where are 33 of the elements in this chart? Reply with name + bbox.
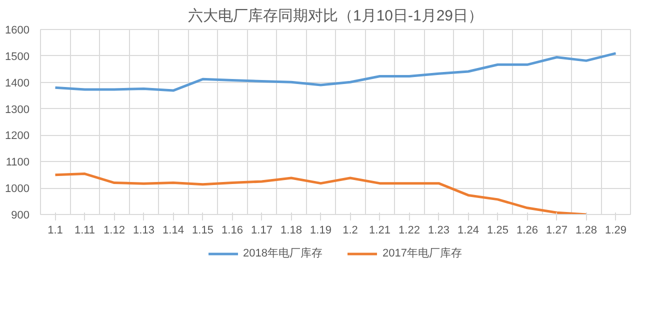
x-tick-label: 1.24	[458, 224, 479, 236]
line-series	[54, 52, 617, 92]
x-tick-label: 1.13	[133, 224, 154, 236]
x-tick-label: 1.28	[576, 224, 597, 236]
legend-label: 2017年电厂库存	[382, 246, 462, 260]
y-tick-label: 1200	[5, 130, 30, 142]
x-tick-label: 1.12	[104, 224, 125, 236]
y-tick-label: 1600	[5, 24, 30, 36]
y-tick-label: 1500	[5, 50, 30, 63]
line-series	[54, 172, 588, 214]
x-tick-label: 1.14	[162, 224, 184, 236]
x-tick-label: 1.26	[516, 224, 538, 236]
x-tick-label: 1.15	[192, 224, 214, 236]
chart-title: 六大电厂库存同期对比（1月10日-1月29日）	[188, 8, 484, 24]
x-tick-label: 1.23	[428, 224, 450, 236]
y-tick-label: 1300	[5, 104, 30, 116]
x-tick-label: 1.27	[546, 224, 568, 236]
x-tick-label: 1.16	[222, 224, 243, 236]
x-tick-label: 1.21	[369, 224, 390, 236]
y-tick-label: 1400	[5, 77, 30, 90]
x-tick-label: 1.11	[74, 224, 96, 236]
x-tick-label: 1.2	[342, 224, 358, 236]
y-tick-label: 1100	[6, 156, 30, 169]
x-tick-label: 1.22	[398, 224, 420, 236]
legend-label: 2018年电厂库存	[243, 246, 322, 260]
y-tick-label: 900	[11, 210, 30, 222]
x-tick-label: 1.29	[605, 224, 626, 236]
x-tick-label: 1.25	[487, 224, 508, 236]
y-tick-label: 1000	[5, 183, 30, 196]
x-tick-label: 1.18	[280, 224, 302, 236]
x-tick-label: 1.19	[310, 224, 332, 236]
x-tick-label: 1.17	[251, 224, 272, 236]
x-tick-label: 1.1	[48, 224, 63, 236]
